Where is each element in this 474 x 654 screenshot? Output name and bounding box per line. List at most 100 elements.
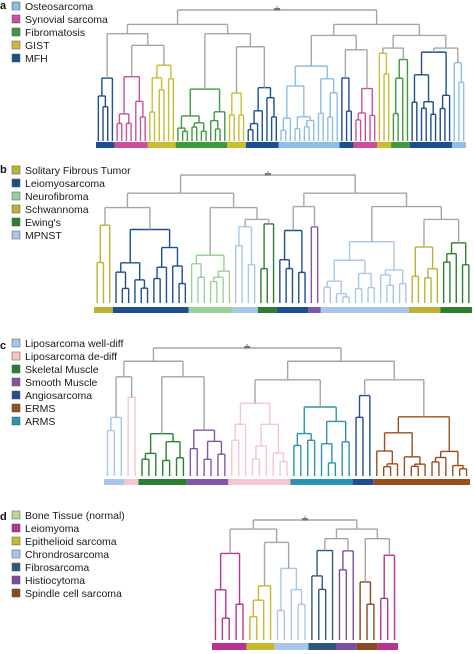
class-color-bar-segment: [246, 643, 274, 650]
class-color-bar-segment: [245, 142, 279, 148]
panel-d-letter: d: [0, 511, 7, 523]
legend-label: Synovial sarcoma: [25, 14, 108, 26]
root-marker: [264, 173, 271, 176]
legend-swatch: [11, 377, 21, 387]
legend-swatch: [11, 204, 21, 214]
legend-swatch: [11, 416, 21, 426]
legend-swatch: [11, 230, 21, 240]
class-color-bar-segment: [227, 142, 246, 148]
class-color-bar-segment: [112, 307, 189, 313]
legend-swatch: [11, 40, 21, 50]
legend-item: Skeletal Muscle: [11, 364, 99, 376]
class-color-bar-segment: [409, 307, 441, 313]
legend-label: Smooth Muscle: [25, 377, 98, 389]
legend-swatch: [11, 27, 21, 37]
legend-item: ARMS: [11, 416, 55, 428]
class-color-bar-segment: [276, 307, 309, 313]
legend-label: Solitary Fibrous Tumor: [25, 165, 131, 177]
panel-a-dendrogram: [96, 6, 466, 148]
legend-label: Epithelioid sarcoma: [25, 536, 117, 548]
legend-item: ERMS: [11, 403, 55, 415]
legend-swatch: [11, 510, 21, 520]
legend-label: Liposarcoma well-diff: [25, 338, 124, 350]
panel-d-dendrogram: [212, 516, 398, 650]
legend-item: GIST: [11, 40, 50, 52]
class-color-bar-segment: [451, 142, 466, 148]
legend-label: Skeletal Muscle: [25, 364, 99, 376]
legend-label: ARMS: [25, 416, 55, 428]
legend-label: Angiosarcoma: [25, 390, 92, 402]
legend-swatch: [11, 403, 21, 413]
legend-swatch: [11, 390, 21, 400]
legend-label: Spindle cell sarcoma: [25, 588, 122, 600]
legend-swatch: [11, 14, 21, 24]
legend-item: Fibromatosis: [11, 27, 85, 39]
panel-a-legend: Osteosarcoma Synovial sarcoma Fibromatos…: [11, 1, 108, 65]
class-color-bar-segment: [320, 307, 409, 313]
class-color-bar-segment: [186, 479, 229, 485]
class-color-bar-segment: [228, 479, 291, 485]
legend-item: Solitary Fibrous Tumor: [11, 165, 131, 177]
panel-d: d Bone Tissue (normal) Leiomyoma Epithel…: [0, 510, 398, 650]
panel-c: c Liposarcoma well-diff Liposarcoma de-d…: [0, 338, 470, 485]
legend-swatch: [11, 178, 21, 188]
panel-c-dendrogram: [104, 344, 470, 485]
legend-label: ERMS: [25, 403, 55, 415]
legend-label: MPNST: [25, 230, 62, 242]
legend-swatch: [11, 364, 21, 374]
legend-swatch: [11, 588, 21, 598]
class-color-bar-segment: [356, 643, 378, 650]
panel-a-letter: a: [0, 0, 7, 12]
class-color-bar-segment: [257, 307, 277, 313]
legend-label: Liposarcoma de-diff: [25, 351, 117, 363]
class-color-bar-segment: [352, 479, 374, 485]
panel-d-legend: Bone Tissue (normal) Leiomyoma Epithelio…: [11, 510, 125, 600]
legend-item: Epithelioid sarcoma: [11, 536, 117, 548]
legend-swatch: [11, 217, 21, 227]
class-color-bar-segment: [188, 307, 233, 313]
legend-swatch: [11, 562, 21, 572]
class-color-bar-segment: [391, 142, 410, 148]
legend-item: Leiomyosarcoma: [11, 178, 105, 190]
legend-item: Neurofibroma: [11, 191, 89, 203]
class-color-bar-segment: [353, 142, 378, 148]
class-color-bar-segment: [290, 479, 353, 485]
legend-label: Ewing's: [25, 217, 61, 229]
legend-label: MFH: [25, 53, 48, 65]
legend-item: Smooth Muscle: [11, 377, 98, 389]
legend-label: Chrondrosarcoma: [25, 549, 109, 561]
legend-item: MPNST: [11, 230, 62, 242]
legend-label: Osteosarcoma: [25, 1, 93, 13]
legend-swatch: [11, 351, 21, 361]
legend-label: Fibrosarcoma: [25, 562, 89, 574]
class-color-bar-segment: [96, 142, 115, 148]
class-color-bar-segment: [138, 479, 187, 485]
class-color-bar-segment: [94, 307, 113, 313]
legend-item: Synovial sarcoma: [11, 14, 108, 26]
class-color-bar-segment: [114, 142, 148, 148]
panel-b-dendrogram: [94, 171, 472, 313]
legend-item: Liposarcoma de-diff: [11, 351, 117, 363]
legend-swatch: [11, 1, 21, 11]
class-color-bar-segment: [377, 142, 392, 148]
legend-label: GIST: [25, 40, 50, 52]
panel-c-legend: Liposarcoma well-diff Liposarcoma de-dif…: [11, 338, 124, 428]
legend-swatch: [11, 338, 21, 348]
legend-swatch: [11, 191, 21, 201]
class-color-bar-segment: [278, 142, 340, 148]
class-color-bar-segment: [232, 307, 258, 313]
class-color-bar-segment: [373, 479, 470, 485]
class-color-bar-segment: [308, 643, 336, 650]
legend-item: MFH: [11, 53, 48, 65]
legend-item: Schwannoma: [11, 204, 89, 216]
legend-label: Histiocytoma: [25, 575, 85, 587]
legend-swatch: [11, 575, 21, 585]
class-color-bar-segment: [440, 307, 472, 313]
class-color-bar-segment: [336, 643, 357, 650]
panel-b-legend: Solitary Fibrous Tumor Leiomyosarcoma Ne…: [11, 165, 131, 242]
legend-item: Ewing's: [11, 217, 61, 229]
class-color-bar-segment: [339, 142, 354, 148]
class-color-bar-segment: [124, 479, 139, 485]
class-color-bar-segment: [409, 142, 452, 148]
